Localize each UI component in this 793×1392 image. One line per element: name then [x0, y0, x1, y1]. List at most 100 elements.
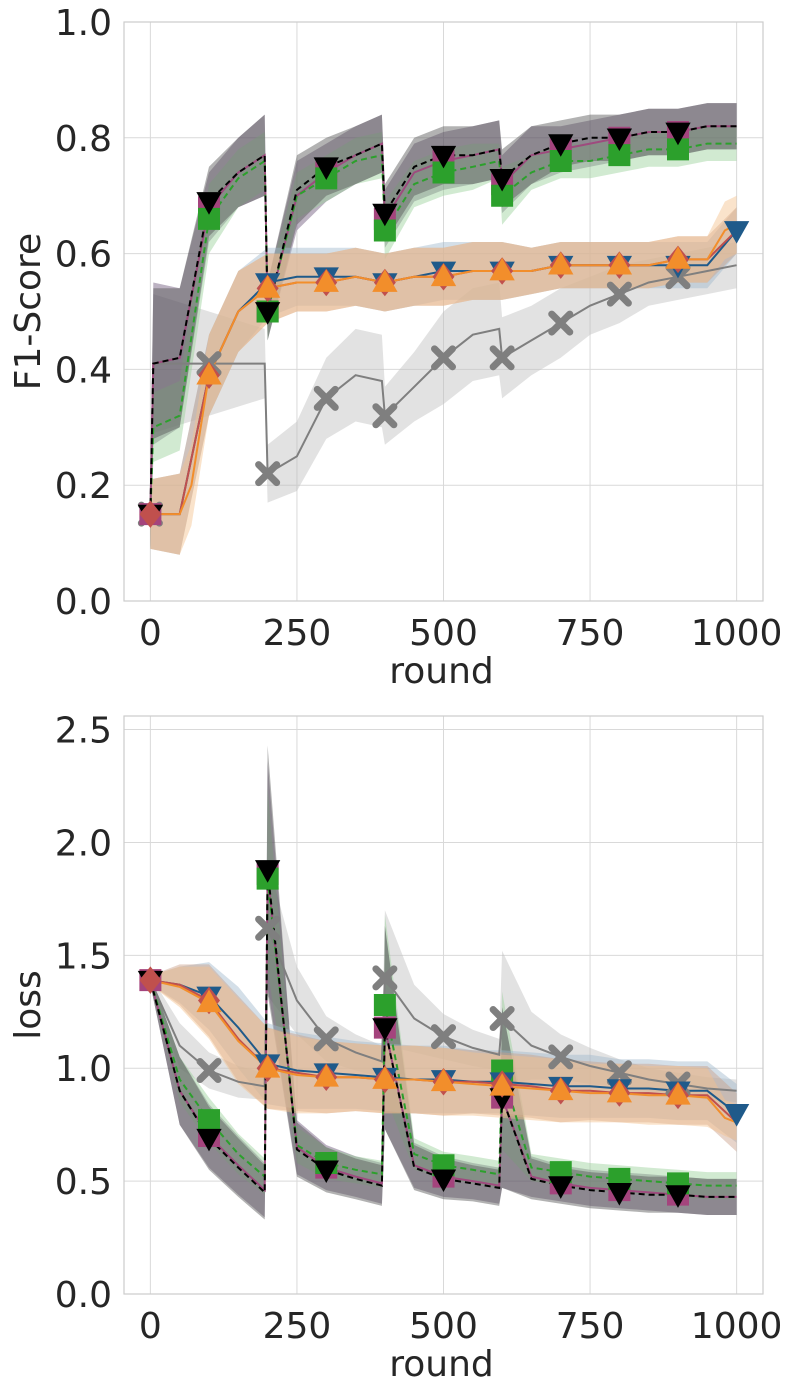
x-marker [372, 965, 398, 991]
triangle-down-marker [430, 145, 457, 169]
y-tick-label: 0.6 [55, 235, 112, 276]
triangle-up-marker [372, 269, 398, 292]
x-tick-label: 1000 [691, 1306, 783, 1347]
x-tick-label: 500 [409, 1306, 478, 1347]
confidence-band [150, 207, 737, 555]
triangle-down-marker [606, 1183, 633, 1206]
x-marker [255, 915, 281, 941]
y-axis-label: F1-Score [8, 233, 49, 390]
x-marker [489, 1006, 515, 1032]
triangle-down-marker [606, 128, 633, 151]
confidence-band [150, 860, 737, 1103]
square-marker [373, 994, 396, 1016]
triangle-up-marker [606, 251, 633, 275]
triangle-up-marker [665, 246, 691, 269]
x-marker [255, 461, 281, 487]
confidence-band [150, 126, 737, 549]
y-tick-label: 2.0 [55, 823, 112, 864]
x-tick-label: 0 [139, 613, 162, 654]
triangle-up-marker [548, 251, 574, 275]
triangle-down-marker [430, 1169, 457, 1193]
x-marker [548, 310, 574, 336]
triangle-down-marker [313, 157, 339, 180]
confidence-band [150, 964, 737, 1152]
square-marker [666, 138, 689, 161]
confidence-band [150, 962, 737, 1143]
x-marker [489, 345, 515, 371]
triangle-up-marker [548, 1077, 574, 1101]
x-marker [431, 345, 456, 371]
series-line [149, 264, 737, 515]
x-tick-label: 1000 [691, 613, 783, 654]
plot-frame [123, 715, 764, 1295]
triangle-up-marker [489, 1073, 515, 1096]
x-axis-label: round [389, 651, 494, 692]
triangle-up-marker [430, 1068, 457, 1092]
triangle-up-marker [196, 361, 222, 385]
y-tick-label: 2.5 [55, 711, 112, 752]
square-marker [608, 144, 631, 167]
y-tick-label: 1.0 [55, 3, 112, 44]
confidence-band [150, 195, 737, 555]
triangle-down-marker [723, 221, 750, 244]
diamond-marker [139, 500, 162, 528]
series-markers [137, 860, 750, 1208]
triangle-up-marker [372, 1066, 398, 1089]
x-marker [431, 1024, 456, 1050]
triangle-down-marker [665, 1185, 691, 1208]
triangle-down-marker [372, 203, 398, 227]
y-tick-label: 1.0 [55, 1049, 112, 1090]
x-tick-label: 500 [409, 613, 478, 654]
confidence-bands [150, 745, 737, 1220]
x-marker [606, 281, 632, 307]
x-marker [313, 1026, 339, 1052]
confidence-bands [150, 103, 737, 555]
loss-panel: 0 250 500 750 1000 0.0 0.5 1.0 1.5 2.0 2.5 round los… [8, 711, 782, 1385]
square-marker [198, 1109, 221, 1132]
confidence-band [150, 966, 737, 1141]
series-line [149, 125, 737, 515]
x-tick-label: 750 [556, 613, 625, 654]
triangle-up-marker [254, 1055, 281, 1078]
square-marker [198, 207, 221, 230]
series-markers [137, 121, 750, 528]
triangle-up-marker [489, 257, 515, 281]
confidence-band [150, 745, 737, 1220]
x-axis-label: round [389, 1344, 494, 1385]
y-tick-label: 0.0 [55, 1275, 112, 1316]
series-line [150, 979, 737, 1124]
triangle-down-marker [196, 192, 222, 215]
confidence-band [150, 103, 737, 549]
x-marker [606, 1060, 632, 1086]
confidence-band [150, 207, 737, 555]
diamond-marker [139, 966, 162, 994]
confidence-band [150, 103, 737, 549]
f1-score-panel: 0 250 500 750 1000 0.0 0.2 0.4 0.6 0.8 1.0 round F1-… [8, 3, 782, 692]
x-tick-label: 250 [263, 613, 332, 654]
triangle-down-marker [254, 302, 281, 325]
square-marker [549, 149, 572, 172]
triangle-down-marker [489, 168, 515, 192]
y-tick-label: 0.5 [55, 1162, 112, 1203]
triangle-up-marker [196, 989, 222, 1013]
y-tick-label: 1.5 [55, 936, 112, 977]
square-marker [432, 161, 455, 184]
triangle-down-marker [723, 1104, 750, 1127]
x-marker [313, 385, 339, 411]
y-tick-label: 0.8 [55, 119, 112, 160]
triangle-up-marker [430, 263, 457, 287]
triangle-up-marker [313, 269, 339, 292]
square-marker [491, 184, 514, 207]
x-tick-label: 0 [139, 1306, 162, 1347]
triangle-down-marker [313, 1160, 339, 1184]
y-axis-label: loss [8, 970, 49, 1040]
triangle-down-marker [548, 1176, 574, 1199]
triangle-up-marker [313, 1064, 339, 1087]
triangle-down-marker [372, 1018, 398, 1041]
triangle-up-marker [606, 1079, 633, 1103]
y-tick-label: 0.4 [55, 350, 112, 391]
x-marker [372, 403, 398, 429]
triangle-up-marker [254, 275, 281, 298]
triangle-up-marker [665, 1082, 691, 1105]
